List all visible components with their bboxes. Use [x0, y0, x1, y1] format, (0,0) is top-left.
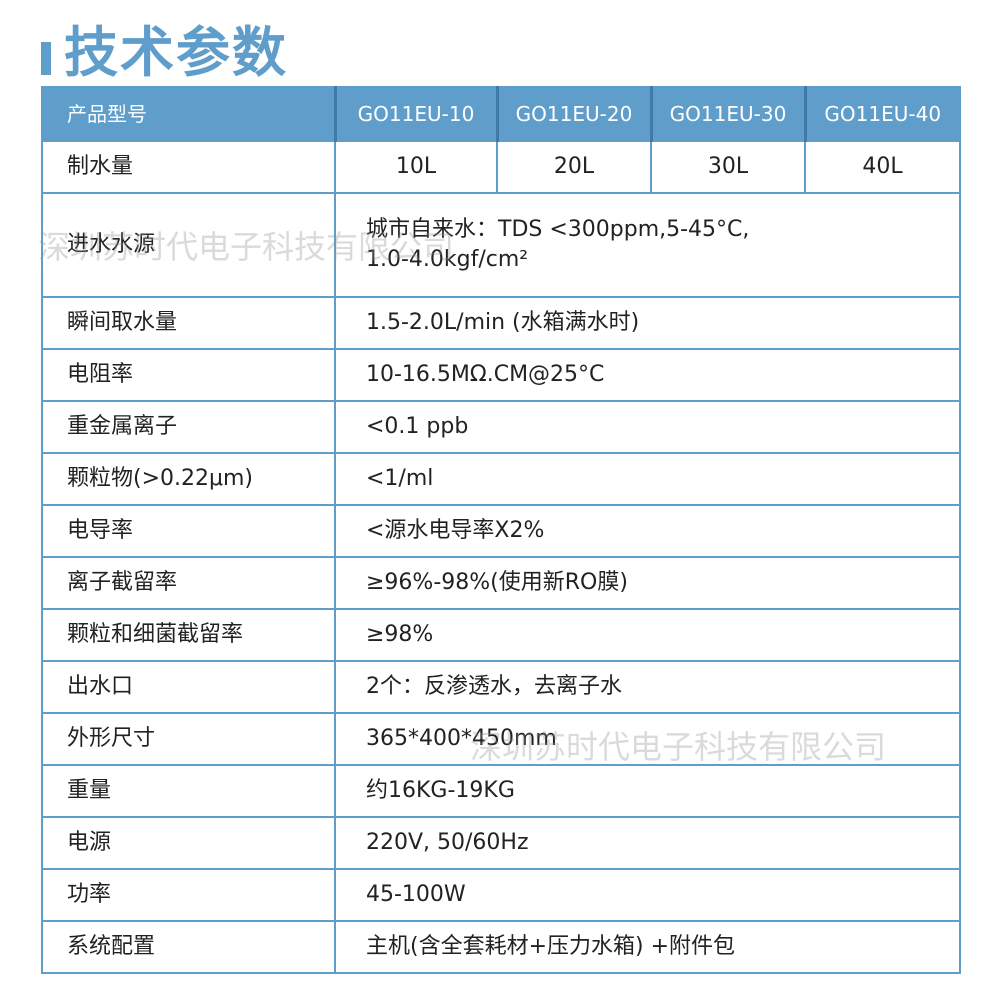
row-value: <0.1 ppb	[334, 400, 961, 454]
row-value: 365*400*450mm	[334, 712, 961, 766]
row-value: <源水电导率X2%	[334, 504, 961, 558]
table-row: 电导率 <源水电导率X2%	[41, 504, 961, 558]
capacity-cell: 10L	[334, 140, 498, 194]
model-cell: GO11EU-10	[334, 86, 499, 142]
row-value: 1.5-2.0L/min (水箱满水时)	[334, 296, 961, 350]
row-label: 外形尺寸	[41, 712, 336, 766]
row-value: 约16KG-19KG	[334, 764, 961, 818]
capacity-cell: 20L	[496, 140, 652, 194]
page-title: 技术参数	[64, 21, 288, 84]
row-label: 电源	[41, 816, 336, 870]
spec-table: 产品型号 GO11EU-10 GO11EU-20 GO11EU-30 GO11E…	[41, 86, 961, 974]
table-row: 制水量 10L 20L 30L 40L	[41, 140, 961, 194]
header-label: 产品型号	[41, 86, 337, 142]
model-cell: GO11EU-30	[650, 86, 807, 142]
row-label: 离子截留率	[41, 556, 336, 610]
row-label: 功率	[41, 868, 336, 922]
row-value: ≥98%	[334, 608, 961, 662]
table-row: 电源 220V, 50/60Hz	[41, 816, 961, 870]
table-row: 重金属离子 <0.1 ppb	[41, 400, 961, 454]
row-label: 重金属离子	[41, 400, 336, 454]
row-label: 出水口	[41, 660, 336, 714]
title-accent-bar	[41, 42, 51, 75]
table-row: 颗粒和细菌截留率 ≥98%	[41, 608, 961, 662]
table-header-row: 产品型号 GO11EU-10 GO11EU-20 GO11EU-30 GO11E…	[41, 86, 961, 142]
row-value: 10-16.5MΩ.CM@25°C	[334, 348, 961, 402]
row-value: <1/ml	[334, 452, 961, 506]
table-row: 电阻率 10-16.5MΩ.CM@25°C	[41, 348, 961, 402]
row-label: 电导率	[41, 504, 336, 558]
table-row: 进水水源 城市自来水：TDS <300ppm,5-45°C, 1.0-4.0kgf…	[41, 192, 961, 298]
model-cell: GO11EU-40	[804, 86, 961, 142]
row-label: 制水量	[41, 140, 336, 194]
row-value: 城市自来水：TDS <300ppm,5-45°C, 1.0-4.0kgf/cm²	[334, 192, 961, 298]
row-label: 电阻率	[41, 348, 336, 402]
model-cell: GO11EU-20	[496, 86, 653, 142]
row-label: 颗粒和细菌截留率	[41, 608, 336, 662]
row-value-line: 1.0-4.0kgf/cm²	[366, 247, 529, 272]
table-row: 出水口 2个：反渗透水，去离子水	[41, 660, 961, 714]
row-label: 瞬间取水量	[41, 296, 336, 350]
table-row: 系统配置 主机(含全套耗材+压力水箱) +附件包	[41, 920, 961, 974]
row-label: 进水水源	[41, 192, 336, 298]
table-row: 瞬间取水量 1.5-2.0L/min (水箱满水时)	[41, 296, 961, 350]
row-label: 重量	[41, 764, 336, 818]
table-row: 外形尺寸 365*400*450mm	[41, 712, 961, 766]
table-row: 重量 约16KG-19KG	[41, 764, 961, 818]
table-row: 颗粒物(>0.22μm) <1/ml	[41, 452, 961, 506]
row-label: 系统配置	[41, 920, 336, 974]
row-value-line: 城市自来水：TDS <300ppm,5-45°C,	[366, 217, 750, 242]
capacity-cell: 40L	[804, 140, 961, 194]
row-value: 45-100W	[334, 868, 961, 922]
row-value: 主机(含全套耗材+压力水箱) +附件包	[334, 920, 961, 974]
capacity-cell: 30L	[650, 140, 806, 194]
row-value: 220V, 50/60Hz	[334, 816, 961, 870]
row-label: 颗粒物(>0.22μm)	[41, 452, 336, 506]
row-value: 2个：反渗透水，去离子水	[334, 660, 961, 714]
table-row: 功率 45-100W	[41, 868, 961, 922]
row-value: ≥96%-98%(使用新RO膜)	[334, 556, 961, 610]
table-row: 离子截留率 ≥96%-98%(使用新RO膜)	[41, 556, 961, 610]
